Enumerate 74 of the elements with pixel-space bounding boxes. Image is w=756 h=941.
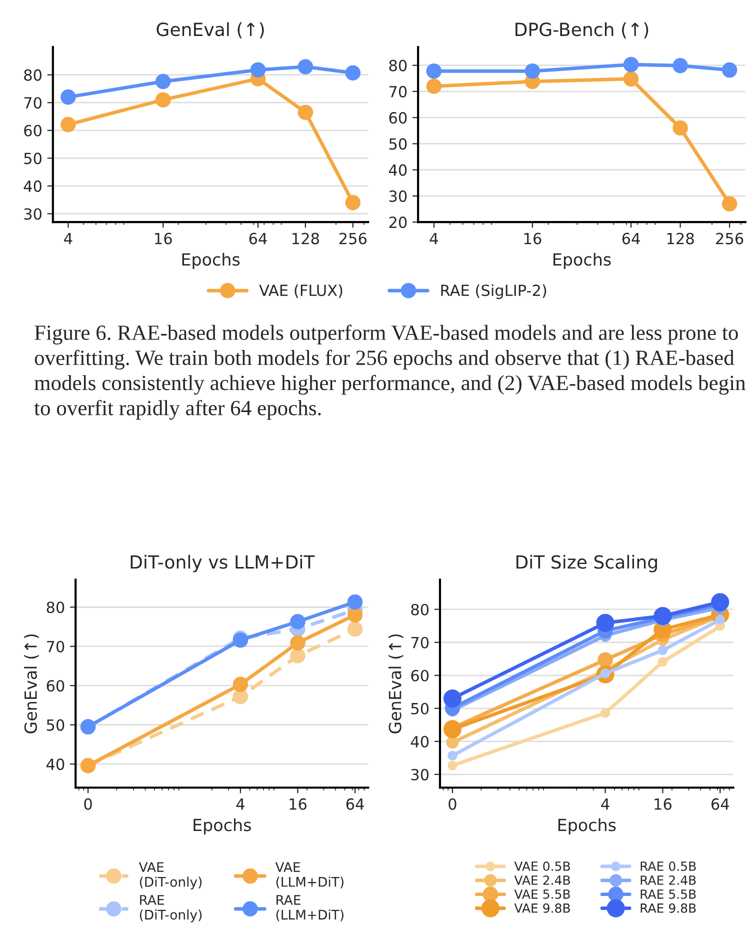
legend-label: RAE (LLM+DiT) xyxy=(276,895,344,922)
chart-title: DiT-only vs LLM+DiT xyxy=(130,554,315,572)
x-tick-label: 16 xyxy=(654,798,672,810)
x-tick-label: 0 xyxy=(84,798,92,810)
chart-title: GenEval (↑) xyxy=(156,22,264,38)
legend-label: RAE 5.5B xyxy=(640,890,696,899)
x-tick-label: 128 xyxy=(667,232,694,244)
chart-title: DiT Size Scaling xyxy=(516,554,657,572)
y-tick-label: 70 xyxy=(389,86,407,98)
y-tick-label: 30 xyxy=(389,190,407,202)
x-tick-label: 64 xyxy=(249,232,267,244)
y-tick-label: 70 xyxy=(46,640,64,652)
legend-label: VAE (FLUX) xyxy=(259,284,342,298)
x-tick-label: 16 xyxy=(524,232,542,244)
x-tick-label: 64 xyxy=(622,232,640,244)
x-axis-title: Epochs xyxy=(182,252,240,269)
y-tick-label: 60 xyxy=(24,124,42,136)
legend-label: RAE (DiT-only) xyxy=(140,895,202,922)
legend-label: VAE (DiT-only) xyxy=(138,862,202,890)
y-axis-title: GenEval (↑) xyxy=(24,634,39,734)
x-tick-label: 4 xyxy=(64,232,72,244)
legend-label: VAE 2.4B xyxy=(514,875,570,885)
y-tick-label: 30 xyxy=(24,208,42,220)
legend-label: RAE 9.8B xyxy=(640,903,696,913)
y-tick-label: 60 xyxy=(411,670,429,682)
y-tick-label: 80 xyxy=(24,69,42,81)
point xyxy=(232,676,248,692)
y-axis-title: GenEval (↑) xyxy=(388,634,404,734)
y-tick-label: 50 xyxy=(24,152,42,164)
legend-label: VAE 5.5B xyxy=(514,890,570,899)
legend-label: VAE 0.5B xyxy=(514,861,570,871)
y-tick-label: 50 xyxy=(46,719,64,731)
point xyxy=(347,607,363,623)
legend-label: RAE (SigLIP-2) xyxy=(441,284,546,300)
y-tick-label: 80 xyxy=(389,60,407,72)
x-tick-label: 64 xyxy=(346,798,364,810)
point xyxy=(347,621,363,637)
point xyxy=(290,635,306,650)
x-tick-label: 4 xyxy=(601,798,610,810)
chart-title: DPG-Bench (↑) xyxy=(516,22,648,38)
x-tick-label: 64 xyxy=(711,798,729,810)
y-tick-label: 60 xyxy=(46,680,64,692)
point xyxy=(290,614,306,630)
y-tick-label: 70 xyxy=(24,97,42,109)
y-tick-label: 50 xyxy=(411,702,429,714)
legend-label: RAE 2.4B xyxy=(640,875,696,885)
x-axis-title: Epochs xyxy=(558,818,616,835)
x-tick-label: 0 xyxy=(448,798,456,810)
y-tick-label: 80 xyxy=(46,602,64,614)
y-tick-label: 80 xyxy=(411,604,429,616)
point xyxy=(347,594,363,610)
y-tick-label: 40 xyxy=(388,164,407,176)
y-tick-label: 40 xyxy=(46,758,64,770)
caption: Figure 6. RAE-based models outperform VAE-based models and are less prone to overfitting. We train both models for 256 epochs and observe that (1) RAE-based models consistently achieve higher performance, and (2) VAE-based models begin to overfit rapidly after 64 epochs. xyxy=(34,324,746,420)
y-tick-label: 50 xyxy=(389,138,407,150)
x-tick-label: 16 xyxy=(155,232,172,244)
x-tick-label: 256 xyxy=(716,232,744,244)
legend-label: VAE (LLM+DiT) xyxy=(275,862,344,888)
y-tick-label: 40 xyxy=(410,736,429,748)
y-tick-label: 70 xyxy=(411,636,429,648)
point xyxy=(290,648,306,664)
y-tick-label: 20 xyxy=(389,216,407,228)
x-tick-label: 16 xyxy=(290,798,306,810)
x-axis-title: Epochs xyxy=(554,252,611,269)
x-tick-label: 4 xyxy=(236,798,244,810)
x-tick-label: 256 xyxy=(339,232,367,244)
legend-label: RAE 0.5B xyxy=(640,861,696,871)
x-axis-title: Epochs xyxy=(194,818,251,835)
x-tick-label: 128 xyxy=(292,232,319,244)
x-tick-label: 4 xyxy=(430,232,438,244)
legend-label: VAE 9.8B xyxy=(514,903,570,913)
y-tick-label: 60 xyxy=(389,112,407,124)
y-tick-label: 30 xyxy=(411,768,429,780)
y-tick-label: 40 xyxy=(24,180,42,192)
